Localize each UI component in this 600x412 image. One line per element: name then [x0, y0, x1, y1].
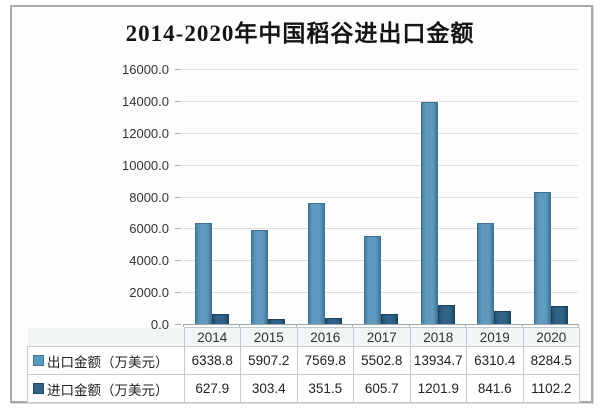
y-axis-label: 12000.0: [122, 125, 169, 141]
y-axis-label: 14000.0: [122, 93, 169, 109]
legend-cell-import: 进口金额（万美元）: [27, 374, 185, 403]
x-axis-tick: [352, 324, 353, 327]
export-value-cell-2018: 13934.7: [409, 346, 467, 375]
bar-export-2016: [308, 203, 325, 324]
table-row-years: 2014 2015 2016 2017 2018 2019 2020: [27, 327, 580, 347]
x-axis-tick: [465, 324, 466, 327]
gridline: [183, 228, 578, 230]
year-header-cell: 2014: [183, 327, 241, 347]
gridline: [183, 132, 578, 134]
bar-import-2015: [268, 319, 285, 324]
export-value-cell-2015: 5907.2: [240, 346, 298, 375]
y-axis-tick: [175, 228, 181, 230]
legend-cell-export: 出口金额（万美元）: [27, 346, 185, 375]
gridline: [183, 100, 578, 102]
x-axis-tick: [296, 324, 297, 327]
gridline: [183, 196, 578, 198]
x-axis-tick: [522, 324, 523, 327]
y-axis-label: 4000.0: [129, 253, 169, 269]
year-header-cell: 2017: [353, 327, 411, 347]
table-corner-cell: [27, 327, 184, 347]
y-axis-tick: [175, 324, 181, 325]
bar-export-2019: [477, 223, 494, 324]
import-value-cell-2017: 605.7: [353, 374, 411, 403]
export-value-cell-2017: 5502.8: [353, 346, 411, 375]
import-value-cell-2018: 1201.9: [409, 374, 467, 403]
bar-import-2014: [212, 314, 229, 324]
bar-import-2019: [494, 311, 511, 324]
export-value-cell-2019: 6310.4: [466, 346, 524, 375]
y-axis-tick: [175, 100, 181, 102]
import-value-cell-2016: 351.5: [296, 374, 354, 403]
y-axis-tick: [175, 196, 181, 198]
year-header-cell: 2016: [296, 327, 354, 347]
gridline: [183, 69, 578, 70]
export-value-cell-2016: 7569.8: [296, 346, 354, 375]
import-value-cell-2020: 1102.2: [522, 374, 580, 403]
import-value-cell-2015: 303.4: [240, 374, 298, 403]
legend-entry-export: 出口金额（万美元）: [33, 351, 183, 371]
x-axis-tick: [183, 324, 184, 327]
x-axis-line: [183, 324, 578, 325]
bar-export-2015: [251, 230, 268, 324]
bar-import-2017: [381, 314, 398, 324]
x-axis-tick: [578, 324, 579, 327]
table-row-import: 进口金额（万美元） 627.9 303.4 351.5 605.7 1201.9 841.6…: [27, 374, 580, 403]
year-header-cell: 2015: [240, 327, 298, 347]
y-axis-label: 10000.0: [122, 157, 169, 173]
x-axis-tick: [409, 324, 410, 327]
year-header-cell: 2018: [409, 327, 467, 347]
bar-import-2016: [325, 318, 342, 324]
legend-swatch-import: [33, 383, 44, 394]
plot-area: [183, 69, 578, 325]
legend-swatch-export: [33, 355, 44, 366]
gridline: [183, 164, 578, 166]
bar-export-2017: [364, 236, 381, 324]
y-axis-label: 16000.0: [122, 62, 169, 77]
y-axis-tick: [175, 164, 181, 166]
y-axis-label: 6000.0: [129, 221, 169, 237]
x-axis-tick: [239, 324, 240, 327]
data-table: 2014 2015 2016 2017 2018 2019 2020 出口金额（万美元） 633…: [27, 327, 580, 403]
bar-import-2020: [551, 306, 568, 324]
y-axis-tick: [175, 132, 181, 134]
export-value-cell-2014: 6338.8: [183, 346, 241, 375]
chart-title: 2014-2020年中国稻谷进出口金额: [125, 21, 475, 46]
import-value-cell-2014: 627.9: [183, 374, 241, 403]
bar-export-2014: [195, 223, 212, 324]
bar-export-2020: [534, 192, 551, 324]
table-row-export: 出口金额（万美元） 6338.8 5907.2 7569.8 5502.8 13934.7…: [27, 346, 580, 375]
legend-label-export: 出口金额（万美元）: [47, 354, 169, 370]
legend-label-import: 进口金额（万美元）: [47, 382, 169, 398]
import-value-cell-2019: 841.6: [466, 374, 524, 403]
bar-export-2018: [421, 102, 438, 324]
bar-import-2018: [438, 305, 455, 324]
year-header-cell: 2020: [522, 327, 580, 347]
legend-entry-import: 进口金额（万美元）: [33, 379, 183, 399]
y-axis-label: 8000.0: [129, 189, 169, 205]
year-header-cell: 2019: [466, 327, 524, 347]
y-axis-tick: [175, 292, 181, 294]
export-value-cell-2020: 8284.5: [522, 346, 580, 375]
y-axis-tick: [175, 69, 181, 70]
y-axis-label: 0.0: [150, 317, 169, 332]
y-axis-label: 2000.0: [129, 285, 169, 301]
y-axis-tick: [175, 260, 181, 262]
